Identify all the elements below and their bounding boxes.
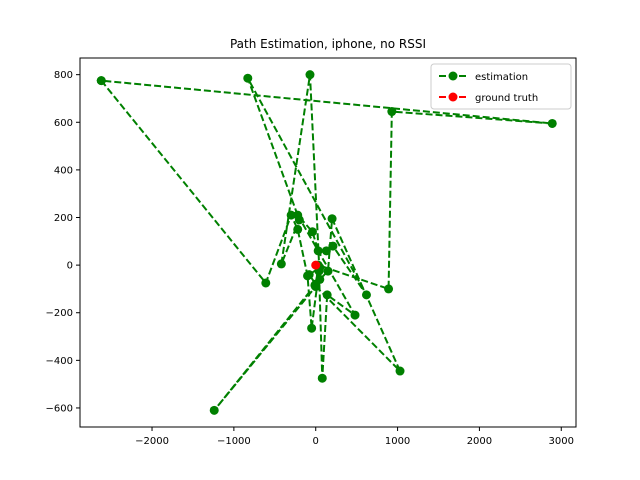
data-point-estimation-2 <box>286 210 296 220</box>
data-point-estimation-34 <box>96 76 106 86</box>
x-tick-label: 3000 <box>549 436 574 447</box>
data-point-estimation-29 <box>311 282 321 292</box>
y-tick-label: 0 <box>67 261 73 272</box>
data-point-estimation-18 <box>276 259 286 269</box>
x-tick-label: 0 <box>313 436 319 447</box>
data-point-estimation-22 <box>327 214 337 224</box>
chart-title: Path Estimation, iphone, no RSSI <box>230 37 426 51</box>
legend-label-estimation: estimation <box>475 72 528 83</box>
data-point-estimation-13 <box>321 246 331 256</box>
y-tick-label: 200 <box>54 213 73 224</box>
data-point-estimation-15 <box>361 290 371 300</box>
data-point-estimation-5 <box>307 323 317 333</box>
data-point-estimation-23 <box>395 366 405 376</box>
x-tick-label: 2000 <box>467 436 492 447</box>
axes-frame <box>79 57 577 428</box>
y-axis: −600 −400 −200 0 200 400 600 800 <box>46 70 80 414</box>
data-point-estimation-21 <box>323 266 333 276</box>
data-point-estimation-33 <box>547 118 557 128</box>
legend-marker-ground-truth <box>448 92 458 102</box>
data-point-estimation-14 <box>328 241 338 251</box>
data-point-estimation-11 <box>307 227 317 237</box>
data-point-estimation-31 <box>384 284 394 294</box>
legend: estimation ground truth <box>430 63 572 110</box>
y-tick-label: −200 <box>46 308 73 319</box>
y-tick-label: 800 <box>54 70 73 81</box>
data-point-estimation-3 <box>293 224 303 234</box>
data-point-estimation-17 <box>294 215 304 225</box>
data-point-estimation-19 <box>305 70 315 80</box>
y-tick-label: −600 <box>46 403 73 414</box>
data-point-estimation-32 <box>387 107 397 117</box>
x-tick-label: −2000 <box>135 436 169 447</box>
y-tick-label: 600 <box>54 118 73 129</box>
legend-label-ground-truth: ground truth <box>475 93 538 104</box>
data-point-estimation-28 <box>209 405 219 415</box>
data-point-estimation-8 <box>322 290 332 300</box>
x-axis: −2000 −1000 0 1000 2000 3000 <box>135 427 574 447</box>
data-point-estimation-9 <box>350 310 360 320</box>
plot-area <box>96 70 557 415</box>
data-point-estimation-7 <box>317 373 327 383</box>
data-point-ground-truth-0 <box>311 260 321 270</box>
y-tick-label: −400 <box>46 356 73 367</box>
data-point-estimation-16 <box>243 73 253 83</box>
data-point-estimation-1 <box>261 278 271 288</box>
legend-marker-estimation <box>448 71 458 81</box>
data-point-estimation-12 <box>313 246 323 256</box>
x-tick-label: −1000 <box>217 436 251 447</box>
x-tick-label: 1000 <box>385 436 410 447</box>
y-tick-label: 400 <box>54 165 73 176</box>
data-point-estimation-26 <box>304 270 314 280</box>
